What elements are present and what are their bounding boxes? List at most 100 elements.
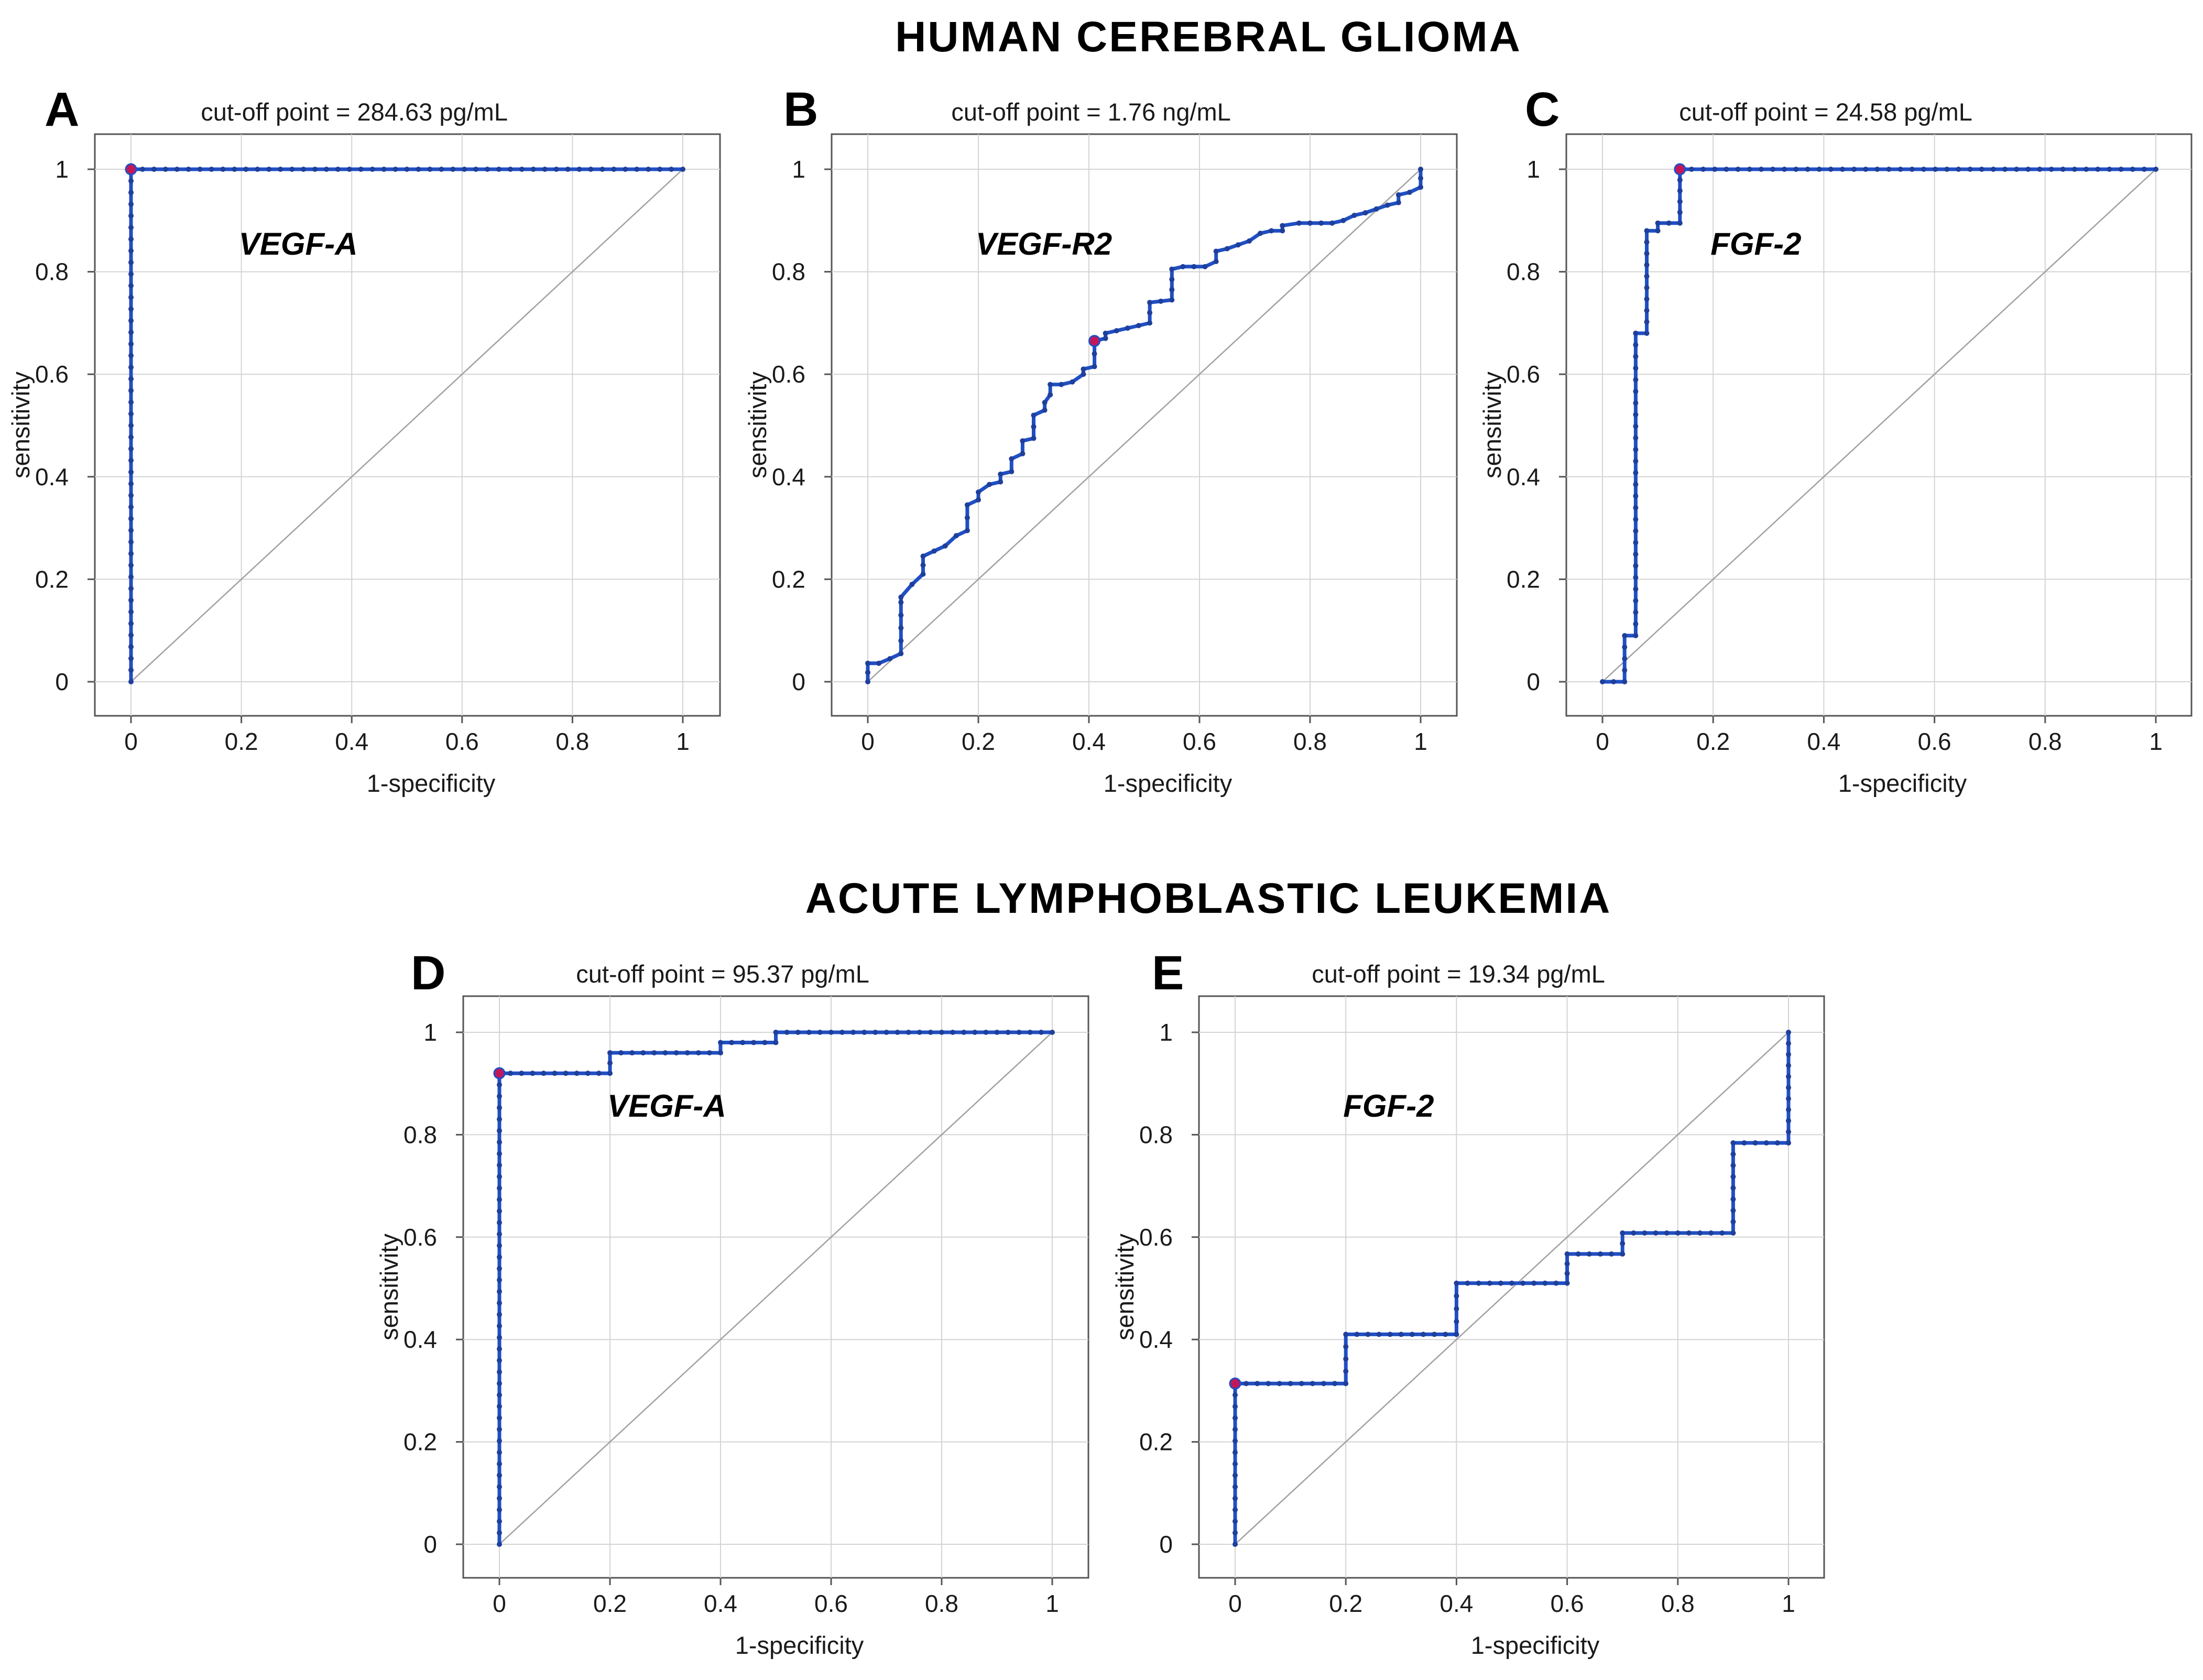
roc-point: [1465, 1280, 1470, 1286]
roc-point: [2153, 167, 2158, 172]
roc-point: [784, 1030, 790, 1035]
y-tick-label: 1: [792, 156, 805, 183]
roc-point: [964, 515, 970, 521]
roc-point: [1633, 330, 1639, 336]
roc-point: [1677, 210, 1683, 215]
roc-point: [497, 1542, 502, 1547]
roc-point: [1246, 238, 1252, 244]
marker-label: FGF-2: [1710, 226, 1801, 261]
roc-point: [1202, 264, 1208, 269]
roc-point: [128, 504, 134, 510]
cutoff-point: [1229, 1377, 1241, 1390]
roc-point: [695, 1050, 701, 1056]
roc-point: [128, 609, 134, 615]
roc-point: [358, 167, 364, 172]
roc-point: [497, 1300, 502, 1306]
roc-point: [1321, 1381, 1326, 1387]
roc-point: [139, 167, 145, 172]
roc-point: [2107, 167, 2112, 172]
roc-point: [998, 471, 1004, 477]
roc-point: [773, 1030, 779, 1035]
roc-point: [662, 1050, 668, 1056]
roc-point: [541, 1071, 547, 1076]
roc-points: [497, 1030, 1055, 1547]
roc-point: [497, 1461, 502, 1467]
cutoff-title: cut-off point = 24.58 pg/mL: [1679, 98, 1972, 126]
roc-point: [1782, 167, 1787, 172]
roc-point: [128, 574, 134, 580]
roc-point: [1070, 379, 1075, 385]
roc-point: [553, 167, 559, 172]
roc-point: [795, 1030, 801, 1035]
roc-point: [1233, 1484, 1238, 1490]
x-tick-label: 0.4: [1807, 728, 1840, 755]
roc-point: [1307, 220, 1313, 226]
roc-point: [1233, 1415, 1238, 1421]
roc-point: [1409, 1332, 1415, 1337]
roc-point: [1730, 1140, 1736, 1146]
y-tick-label: 0.8: [1139, 1121, 1173, 1148]
roc-point: [1009, 469, 1015, 475]
cutoff-title: cut-off point = 19.34 pg/mL: [1312, 960, 1605, 988]
roc-point: [1786, 1129, 1791, 1134]
roc-point: [1597, 1251, 1603, 1257]
roc-point: [1967, 167, 1973, 172]
roc-point: [128, 644, 134, 650]
roc-point: [2084, 167, 2089, 172]
roc-point: [898, 625, 904, 631]
roc-point: [1724, 167, 1729, 172]
y-tick-label: 0.6: [772, 361, 805, 388]
roc-point: [497, 1231, 502, 1237]
roc-point: [1373, 206, 1379, 212]
roc-point: [220, 167, 226, 172]
roc-point: [1092, 364, 1097, 369]
roc-point: [618, 1050, 624, 1056]
roc-point: [1644, 239, 1650, 245]
roc-point: [1944, 167, 1950, 172]
x-axis-label: 1-specificity: [1104, 769, 1233, 797]
roc-point: [1575, 1251, 1581, 1257]
roc-point: [1031, 424, 1037, 430]
roc-point: [1454, 1306, 1459, 1312]
roc-point: [497, 1415, 502, 1421]
roc-point: [128, 236, 134, 242]
roc-point: [128, 446, 134, 452]
marker-label: VEGF-A: [607, 1088, 726, 1123]
roc-point: [1786, 1052, 1791, 1057]
roc-point: [928, 1030, 933, 1035]
roc-point: [565, 167, 571, 172]
y-tick-label: 0.4: [1507, 463, 1540, 490]
x-tick-label: 0.2: [1696, 728, 1730, 755]
roc-point: [1031, 435, 1037, 441]
roc-point: [1020, 438, 1026, 444]
reference-diagonal: [1602, 169, 2156, 682]
roc-point: [1147, 310, 1153, 315]
x-axis-label: 1-specificity: [735, 1631, 864, 1659]
roc-point: [323, 167, 329, 172]
y-tick-label: 1: [55, 156, 69, 183]
roc-point: [1816, 167, 1822, 172]
roc-point: [497, 1335, 502, 1340]
roc-point: [1633, 446, 1639, 452]
roc-point: [1786, 1074, 1791, 1079]
roc-point: [1851, 167, 1857, 172]
roc-point: [128, 190, 134, 195]
x-tick-label: 0.2: [225, 728, 258, 755]
roc-point: [1384, 202, 1390, 208]
x-axis-label: 1-specificity: [367, 769, 496, 797]
x-tick-label: 0.4: [1072, 728, 1106, 755]
roc-point: [128, 434, 134, 440]
roc-point: [1633, 342, 1639, 348]
roc-point: [1956, 167, 1961, 172]
roc-point: [1697, 1230, 1703, 1236]
roc-point: [994, 1030, 1000, 1035]
roc-point: [1042, 399, 1048, 405]
roc-point: [1633, 423, 1639, 429]
roc-point: [629, 1050, 635, 1056]
roc-point: [497, 1346, 502, 1352]
roc-point: [530, 1071, 536, 1076]
roc-point: [1169, 287, 1175, 292]
x-tick-label: 0.4: [704, 1590, 737, 1617]
y-tick-label: 0.2: [1507, 565, 1540, 593]
